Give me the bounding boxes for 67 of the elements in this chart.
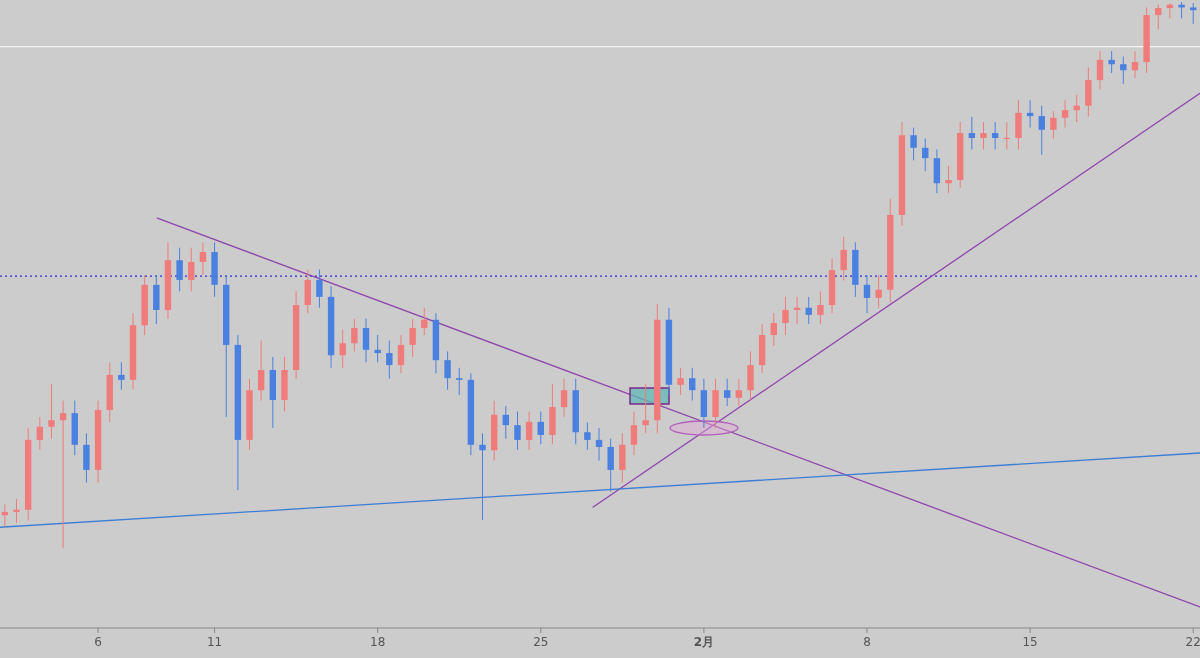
candlestick bbox=[1050, 110, 1057, 139]
candlestick bbox=[1190, 2, 1197, 25]
candlestick bbox=[199, 241, 207, 276]
candlestick bbox=[397, 334, 405, 374]
candlestick bbox=[514, 411, 521, 451]
candlestick bbox=[945, 165, 952, 194]
candlestick bbox=[991, 121, 999, 150]
candlestick bbox=[456, 367, 463, 396]
candlestick bbox=[188, 247, 195, 292]
x-tick-label: 25 bbox=[533, 635, 549, 649]
candlestick bbox=[257, 340, 265, 402]
candlestick bbox=[1120, 56, 1127, 85]
candlestick bbox=[735, 378, 743, 407]
candlestick bbox=[339, 329, 346, 369]
candlestick bbox=[770, 312, 777, 347]
candlestick bbox=[409, 318, 416, 358]
x-tick-label: 15 bbox=[1022, 635, 1038, 649]
candlestick bbox=[1131, 50, 1139, 79]
candlestick bbox=[351, 318, 358, 352]
candlestick bbox=[910, 127, 917, 161]
candlestick bbox=[595, 427, 603, 462]
candlestick bbox=[48, 383, 55, 440]
x-tick-label: 22 bbox=[1185, 635, 1200, 649]
candlestick bbox=[13, 498, 20, 524]
x-tick-label: 8 bbox=[863, 635, 871, 649]
candlestick bbox=[374, 334, 381, 363]
candlestick bbox=[817, 290, 824, 325]
candlestick bbox=[782, 296, 789, 336]
candlestick bbox=[386, 340, 393, 380]
candlestick bbox=[968, 116, 976, 150]
candlestick bbox=[362, 318, 370, 363]
candlestick bbox=[316, 269, 323, 309]
candlestick bbox=[560, 378, 568, 418]
candlestick bbox=[537, 411, 544, 445]
candlestick bbox=[805, 296, 812, 325]
x-tick-label: 2月 bbox=[693, 635, 715, 649]
candlestick bbox=[922, 138, 929, 172]
candlestick bbox=[36, 416, 44, 451]
candlestick bbox=[980, 121, 987, 150]
candlestick bbox=[840, 236, 847, 281]
candlestick bbox=[525, 411, 533, 451]
candlestick bbox=[444, 350, 451, 391]
candlestick bbox=[875, 274, 882, 309]
x-tick-label: 18 bbox=[370, 635, 386, 649]
candlestick bbox=[607, 438, 614, 493]
candlestick bbox=[118, 361, 125, 391]
candlestick bbox=[642, 383, 649, 434]
candlestick bbox=[723, 378, 731, 407]
candlestick bbox=[59, 400, 67, 549]
candlestick bbox=[1108, 50, 1115, 74]
candlestick bbox=[176, 247, 183, 292]
x-tick-label: 6 bbox=[94, 635, 102, 649]
candlestick bbox=[689, 367, 696, 402]
x-tick-label: 11 bbox=[206, 635, 223, 649]
candlestick bbox=[1096, 50, 1104, 90]
candlestick bbox=[584, 421, 591, 451]
candlestick bbox=[1073, 94, 1080, 123]
candlestick bbox=[1003, 121, 1010, 150]
candlestick bbox=[1061, 99, 1069, 129]
candlestick bbox=[421, 307, 428, 336]
candlestick bbox=[1038, 105, 1045, 156]
candlestick bbox=[863, 274, 871, 314]
candlestick bbox=[630, 411, 638, 456]
candlestick bbox=[1155, 4, 1162, 30]
candlestick bbox=[677, 367, 684, 396]
candlestick bbox=[479, 432, 486, 521]
candlestick bbox=[502, 405, 510, 440]
